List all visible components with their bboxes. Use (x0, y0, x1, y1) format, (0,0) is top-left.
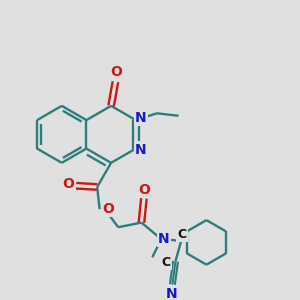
Text: C: C (162, 256, 171, 269)
Text: O: O (139, 183, 151, 197)
Text: N: N (135, 142, 146, 157)
Text: O: O (102, 202, 114, 216)
Text: O: O (63, 177, 75, 191)
Text: O: O (110, 65, 122, 80)
Text: N: N (165, 287, 177, 300)
Text: N: N (158, 232, 170, 246)
Text: C: C (177, 229, 187, 242)
Text: N: N (135, 111, 146, 125)
